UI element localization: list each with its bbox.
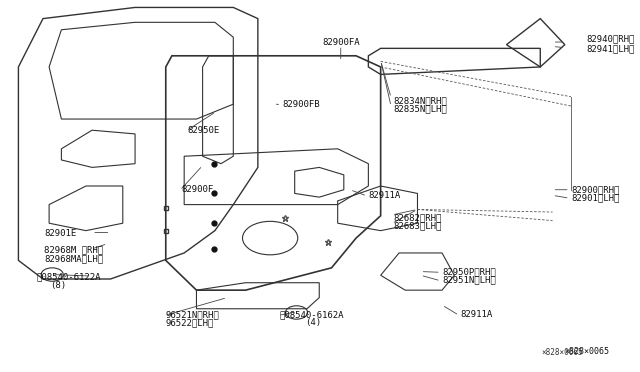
Text: ×828×0065: ×828×0065 bbox=[565, 347, 610, 356]
Text: Ⓝ08540-6122A: Ⓝ08540-6122A bbox=[37, 273, 101, 282]
Text: 82941〈LH〉: 82941〈LH〉 bbox=[586, 44, 635, 53]
Text: Ⓝ08540-6162A: Ⓝ08540-6162A bbox=[279, 310, 344, 319]
Text: 82834N〈RH〉: 82834N〈RH〉 bbox=[393, 96, 447, 105]
Text: 82940〈RH〉: 82940〈RH〉 bbox=[586, 35, 635, 44]
Text: 82901E: 82901E bbox=[44, 229, 76, 238]
Text: (4): (4) bbox=[305, 318, 321, 327]
Text: (8): (8) bbox=[51, 281, 67, 290]
Text: 82835N〈LH〉: 82835N〈LH〉 bbox=[393, 105, 447, 113]
Text: 82900FB: 82900FB bbox=[282, 100, 320, 109]
Text: 82900〈RH〉: 82900〈RH〉 bbox=[571, 185, 620, 194]
Text: 82968M 〈RH〉: 82968M 〈RH〉 bbox=[44, 246, 103, 254]
Text: 82911A: 82911A bbox=[460, 310, 493, 319]
Text: 82968MA〈LH〉: 82968MA〈LH〉 bbox=[44, 254, 103, 263]
Text: 82682〈RH〉: 82682〈RH〉 bbox=[393, 213, 442, 222]
Text: 82950E: 82950E bbox=[188, 126, 220, 135]
Text: 82901〈LH〉: 82901〈LH〉 bbox=[571, 194, 620, 203]
Text: 96522〈LH〉: 96522〈LH〉 bbox=[166, 318, 214, 327]
Text: 82900FA: 82900FA bbox=[322, 38, 360, 47]
Text: 82950P〈RH〉: 82950P〈RH〉 bbox=[442, 267, 496, 276]
Text: 82900F: 82900F bbox=[181, 185, 213, 194]
Text: 82683〈LH〉: 82683〈LH〉 bbox=[393, 222, 442, 231]
Text: 96521N〈RH〉: 96521N〈RH〉 bbox=[166, 310, 220, 319]
Text: 82951N〈LH〉: 82951N〈LH〉 bbox=[442, 276, 496, 285]
Text: ×828×0065: ×828×0065 bbox=[541, 348, 583, 357]
Text: 82911A: 82911A bbox=[369, 191, 401, 200]
